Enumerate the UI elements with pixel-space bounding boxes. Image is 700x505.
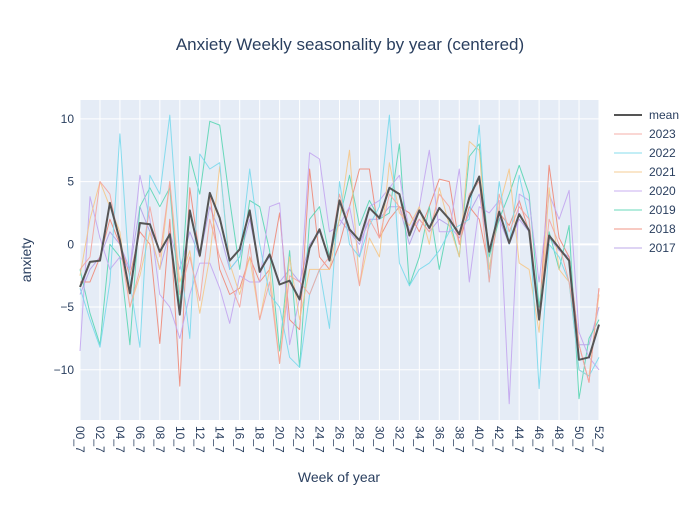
x-tick-label: 00_7	[73, 426, 87, 453]
x-tick-label: 04_7	[113, 426, 127, 453]
y-axis-title: anxiety	[18, 238, 34, 282]
x-tick-label: 40_7	[472, 426, 486, 453]
legend-item-mean[interactable]: mean	[614, 108, 679, 122]
legend-item-2021[interactable]: 2021	[614, 165, 676, 179]
x-tick-label: 32_7	[392, 426, 406, 453]
legend-label: 2023	[649, 127, 676, 141]
x-tick-label: 24_7	[313, 426, 327, 453]
axis-ticks: −10 −5 0 5 10 00_7 02_7 04_7 06_7 08_7 10_7 12_7 14_…	[54, 112, 606, 453]
x-tick-label: 48_7	[552, 426, 566, 453]
x-tick-label: 14_7	[213, 426, 227, 453]
chart-title: Anxiety Weekly seasonality by year (cent…	[176, 35, 524, 54]
legend-label: 2017	[649, 241, 676, 255]
x-axis-title: Week of year	[298, 469, 381, 485]
x-tick-label: 26_7	[333, 426, 347, 453]
series-lines	[79, 114, 600, 405]
x-tick-label: 50_7	[572, 426, 586, 453]
x-tick-label: 16_7	[233, 426, 247, 453]
legend-item-2017[interactable]: 2017	[614, 241, 676, 255]
legend-label: 2021	[649, 165, 676, 179]
series-line-2023[interactable]	[79, 181, 600, 383]
x-tick-label: 36_7	[432, 426, 446, 453]
gridlines	[79, 100, 600, 420]
x-tick-label: 28_7	[352, 426, 366, 453]
x-tick-label: 02_7	[93, 426, 107, 453]
x-tick-label: 22_7	[293, 426, 307, 453]
legend-item-2019[interactable]: 2019	[614, 203, 676, 217]
series-line-2022[interactable]	[79, 114, 600, 390]
legend-item-2022[interactable]: 2022	[614, 146, 676, 160]
legend-item-2018[interactable]: 2018	[614, 222, 676, 236]
legend-item-2020[interactable]: 2020	[614, 184, 676, 198]
y-tick-label: 0	[67, 237, 74, 251]
legend-item-2023[interactable]: 2023	[614, 127, 676, 141]
series-line-2018[interactable]	[80, 164, 600, 387]
legend-label: 2022	[649, 146, 676, 160]
legend[interactable]: mean 2023 2022 2021 2020 2019 2018 2017	[614, 108, 679, 255]
x-tick-label: 44_7	[512, 426, 526, 453]
series-line-2020[interactable]	[79, 149, 600, 405]
x-tick-label: 06_7	[133, 426, 147, 453]
series-line-2021[interactable]	[79, 140, 600, 377]
x-tick-label: 20_7	[273, 426, 287, 453]
x-tick-label: 52_7	[592, 426, 606, 453]
x-tick-label: 30_7	[372, 426, 386, 453]
legend-label: 2019	[649, 203, 676, 217]
legend-label: mean	[649, 108, 679, 122]
x-tick-label: 18_7	[253, 426, 267, 453]
x-tick-label: 46_7	[532, 426, 546, 453]
x-tick-label: 10_7	[173, 426, 187, 453]
x-tick-label: 42_7	[492, 426, 506, 453]
y-tick-label: 5	[67, 175, 74, 189]
x-tick-label: 08_7	[153, 426, 167, 453]
x-tick-label: 38_7	[452, 426, 466, 453]
y-tick-label: −10	[54, 363, 75, 377]
y-tick-label: 10	[61, 112, 75, 126]
series-line-mean[interactable]	[79, 175, 600, 361]
legend-label: 2020	[649, 184, 676, 198]
legend-label: 2018	[649, 222, 676, 236]
x-tick-label: 12_7	[193, 426, 207, 453]
y-tick-label: −5	[60, 300, 74, 314]
x-tick-label: 34_7	[412, 426, 426, 453]
